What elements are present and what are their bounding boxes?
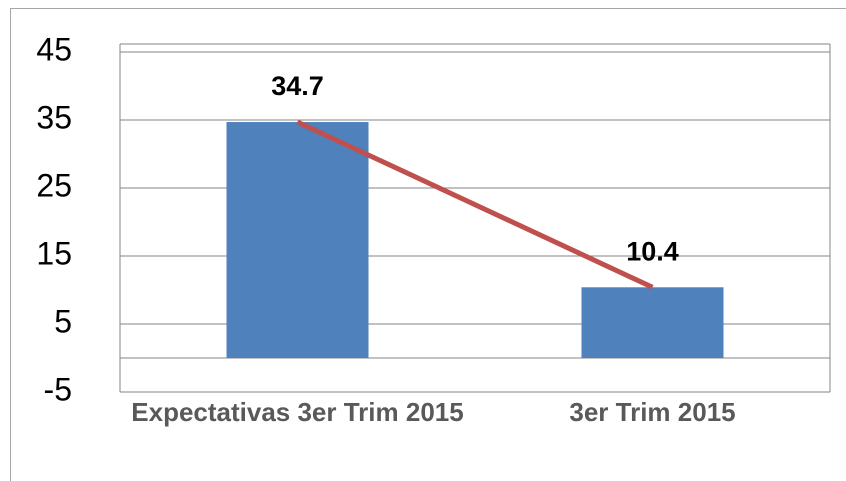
bar bbox=[581, 287, 724, 358]
line bbox=[296, 119, 654, 290]
data-label: 10.4 bbox=[626, 236, 679, 266]
y-tick-label: 15 bbox=[36, 235, 72, 271]
y-tick-label: 25 bbox=[36, 167, 72, 203]
bar bbox=[226, 122, 369, 358]
x-tick-label: 3er Trim 2015 bbox=[569, 397, 736, 427]
y-tick-label: -5 bbox=[44, 371, 72, 407]
y-tick-label: 5 bbox=[54, 303, 72, 339]
y-tick-label: 35 bbox=[36, 99, 72, 135]
y-tick-label: 45 bbox=[36, 31, 72, 67]
data-label: 34.7 bbox=[271, 71, 324, 101]
chart-border bbox=[10, 8, 846, 481]
x-tick-label: Expectativas 3er Trim 2015 bbox=[131, 397, 464, 427]
